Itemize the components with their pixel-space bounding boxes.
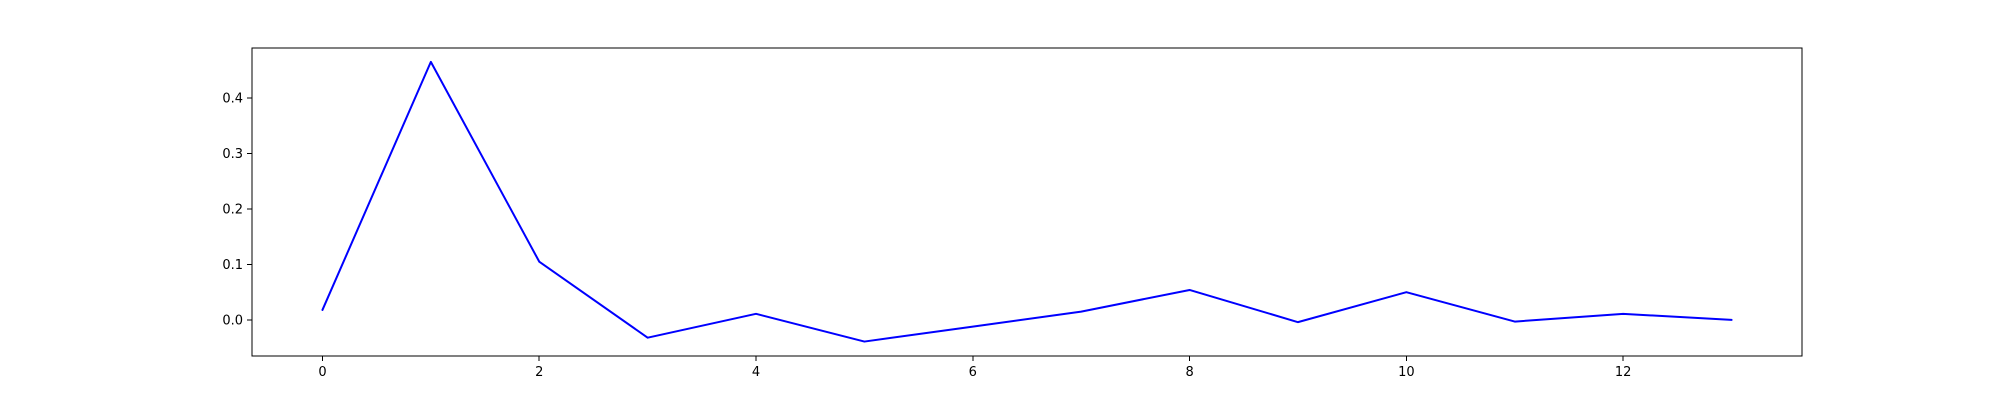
data-point-0-3	[645, 335, 651, 341]
plot-area-background	[252, 48, 1802, 356]
x-tick-label-3: 6	[969, 365, 977, 380]
y-tick-label-2: 0.2	[222, 202, 243, 217]
series-line-0	[321, 60, 1733, 343]
data-point-0-8	[1187, 287, 1193, 293]
x-axis: 0 2 4 6 8 10 12	[318, 356, 1631, 380]
x-tick-label-2: 4	[752, 365, 760, 380]
y-tick-label-4: 0.4	[222, 91, 243, 106]
y-tick-label-1: 0.1	[222, 258, 243, 273]
data-point-0-5	[861, 339, 867, 345]
data-point-0-11	[1512, 319, 1518, 325]
y-tick-label-0: 0.0	[222, 313, 243, 328]
data-point-0-4	[753, 311, 759, 317]
x-tick-label-0: 0	[318, 365, 326, 380]
data-point-0-2	[536, 259, 542, 265]
y-tick-label-3: 0.3	[222, 147, 243, 162]
series-layer	[321, 60, 1733, 343]
x-tick-label-4: 8	[1185, 365, 1193, 380]
data-point-0-6	[970, 324, 976, 330]
x-tick-label-6: 12	[1615, 365, 1632, 380]
data-point-0-13	[1729, 317, 1735, 323]
data-point-0-9	[1295, 319, 1301, 325]
data-point-0-7	[1078, 309, 1084, 315]
y-axis: 0.0 0.1 0.2 0.3 0.4	[222, 91, 252, 328]
x-tick-label-5: 10	[1398, 365, 1415, 380]
data-point-0-10	[1403, 289, 1409, 295]
data-point-0-0	[319, 307, 325, 313]
data-point-0-1	[428, 59, 434, 65]
x-tick-label-1: 2	[535, 365, 543, 380]
data-point-0-12	[1620, 311, 1626, 317]
plot-frame	[251, 47, 1803, 357]
